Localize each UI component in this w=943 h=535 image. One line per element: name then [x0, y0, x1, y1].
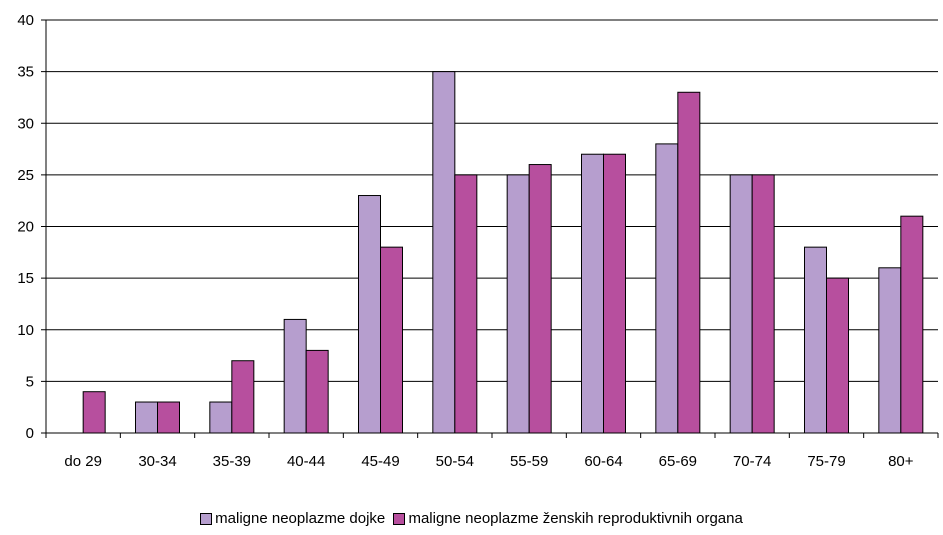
bar-series-1-10 [804, 246, 827, 434]
bar-chart: 0 5 10 15 20 25 30 35 40 do 29 30-34 35-39 40-44 45-… [17, 12, 939, 470]
bar-series-2-7 [603, 153, 626, 434]
legend-label-series-1: maligne neoplazme dojke [215, 510, 386, 527]
bar-series-1-5 [432, 71, 456, 434]
y-tick-labels: 0 5 10 15 20 25 30 35 40 [17, 12, 34, 442]
x-tick-label-6: 55-59 [510, 453, 548, 470]
x-tick-label-1: 30-34 [138, 453, 176, 470]
x-tick-label-3: 40-44 [287, 453, 325, 470]
bar-series-1-1 [135, 401, 158, 434]
bar-series-2-3 [305, 349, 329, 434]
y-tick-label-20: 20 [17, 219, 34, 236]
gridlines [46, 19, 938, 382]
bar-series-1-8 [655, 143, 679, 434]
bar-series-1-11 [878, 267, 902, 434]
bar-series-1-2 [209, 401, 233, 434]
x-tick-label-4: 45-49 [361, 453, 399, 470]
bar-series-2-5 [454, 174, 478, 434]
bar-series-1-9 [729, 174, 753, 434]
y-tick-label-40: 40 [17, 12, 34, 29]
x-tick-labels: do 29 30-34 35-39 40-44 45-49 50-54 55-59 60-64… [64, 453, 913, 470]
legend-label-series-2: maligne neoplazme ženskih reproduktivnih… [408, 510, 743, 527]
y-tick-label-5: 5 [26, 373, 34, 390]
bar-series-1-6 [506, 174, 530, 434]
legend-swatch-series-1 [200, 512, 213, 525]
bar-series-1-4 [358, 195, 381, 434]
bar-series-2-10 [826, 277, 849, 434]
bars [82, 71, 924, 434]
x-tick-label-0: do 29 [64, 453, 102, 470]
legend: maligne neoplazme dojke maligne neoplazm… [0, 510, 943, 529]
legend-item-series-1: maligne neoplazme dojke [200, 510, 385, 527]
bar-series-1-7 [581, 153, 604, 434]
x-tick-label-7: 60-64 [584, 453, 622, 470]
legend-item-series-2: maligne neoplazme ženskih reproduktivnih… [393, 510, 743, 527]
y-tick-label-30: 30 [17, 115, 34, 132]
bar-series-2-0 [82, 391, 106, 434]
x-tick-label-11: 80+ [888, 453, 914, 470]
x-tick-label-5: 50-54 [436, 453, 474, 470]
bar-series-2-1 [157, 401, 180, 434]
bar-series-1-3 [283, 318, 307, 434]
y-tick-label-10: 10 [17, 322, 34, 339]
y-tick-label-35: 35 [17, 64, 34, 81]
x-tick-label-10: 75-79 [807, 453, 845, 470]
x-tick-label-2: 35-39 [213, 453, 251, 470]
y-tick-label-15: 15 [17, 270, 34, 287]
bar-series-2-9 [751, 174, 775, 434]
bar-series-2-11 [900, 215, 924, 434]
bar-series-2-8 [677, 91, 701, 434]
bar-series-2-6 [528, 164, 552, 434]
y-tick-label-25: 25 [17, 167, 34, 184]
axes [41, 19, 939, 438]
x-tick-label-9: 70-74 [733, 453, 771, 470]
bar-series-2-2 [231, 360, 255, 434]
y-tick-label-0: 0 [26, 425, 34, 442]
bar-series-2-4 [380, 246, 403, 434]
legend-swatch-series-2 [393, 512, 406, 525]
x-tick-label-8: 65-69 [659, 453, 697, 470]
